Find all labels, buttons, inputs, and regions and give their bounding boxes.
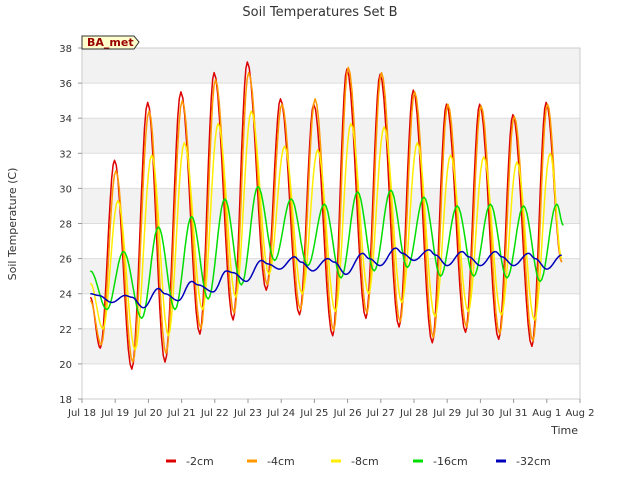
x-tick-label: Jul 18	[67, 408, 96, 419]
legend: -2cm -4cm -8cm -16cm -32cm	[166, 455, 551, 468]
y-axis-label: Soil Temperature (C)	[6, 168, 19, 281]
x-tick-label: Jul 20	[133, 408, 162, 419]
grid-band	[82, 188, 580, 224]
x-tick-label: Jul 29	[432, 408, 461, 419]
y-tick-label: 32	[59, 149, 72, 160]
x-tick-label: Jul 23	[233, 408, 262, 419]
y-tick-label: 22	[59, 325, 72, 336]
annotation-box: BA_met	[81, 35, 140, 50]
series-line-8cm	[89, 110, 563, 351]
y-tick-label: 18	[59, 395, 72, 406]
series-line-2cm	[89, 61, 563, 370]
series-lines	[89, 61, 564, 370]
annotation-label: BA_met	[87, 36, 134, 49]
x-tick-label: Jul 26	[333, 408, 362, 419]
x-tick-label: Jul 31	[499, 408, 528, 419]
x-tick-label: Jul 28	[399, 408, 428, 419]
x-axis-label: Time	[550, 424, 578, 437]
y-tick-label: 24	[59, 290, 72, 301]
y-tick-label: 28	[59, 220, 72, 231]
x-tick-label: Jul 19	[100, 408, 129, 419]
legend-label: -4cm	[267, 455, 295, 468]
series-line-4cm	[89, 66, 563, 363]
y-tick-label: 26	[59, 255, 72, 266]
x-tick-label: Jul 27	[366, 408, 395, 419]
legend-label: -32cm	[516, 455, 551, 468]
series-line-32cm	[90, 247, 562, 309]
x-axis-ticks: Jul 18 Jul 19 Jul 20 Jul 21 Jul 22 Jul 23 Jul …	[67, 399, 595, 419]
grid-band	[82, 48, 580, 84]
x-tick-label: Jul 21	[167, 408, 196, 419]
y-tick-label: 34	[59, 114, 72, 125]
x-tick-label: Jul 24	[266, 408, 295, 419]
legend-label: -8cm	[351, 455, 379, 468]
series-line-16cm	[89, 185, 564, 320]
x-tick-label: Jul 30	[465, 408, 494, 419]
grid-band	[82, 328, 580, 364]
legend-label: -16cm	[433, 455, 468, 468]
grid-band	[82, 118, 580, 154]
y-tick-label: 36	[59, 79, 72, 90]
y-tick-label: 38	[59, 44, 72, 55]
x-tick-label: Jul 25	[299, 408, 328, 419]
x-tick-label: Aug 2	[565, 408, 594, 419]
y-axis-ticks: 18 20 22 24 26 28 30 32 34 36 38	[59, 44, 82, 406]
x-tick-label: Aug 1	[532, 408, 561, 419]
y-tick-label: 30	[59, 184, 72, 195]
chart-title: Soil Temperatures Set B	[242, 5, 397, 20]
legend-label: -2cm	[186, 455, 214, 468]
y-tick-label: 20	[59, 360, 72, 371]
x-tick-label: Jul 22	[200, 408, 229, 419]
